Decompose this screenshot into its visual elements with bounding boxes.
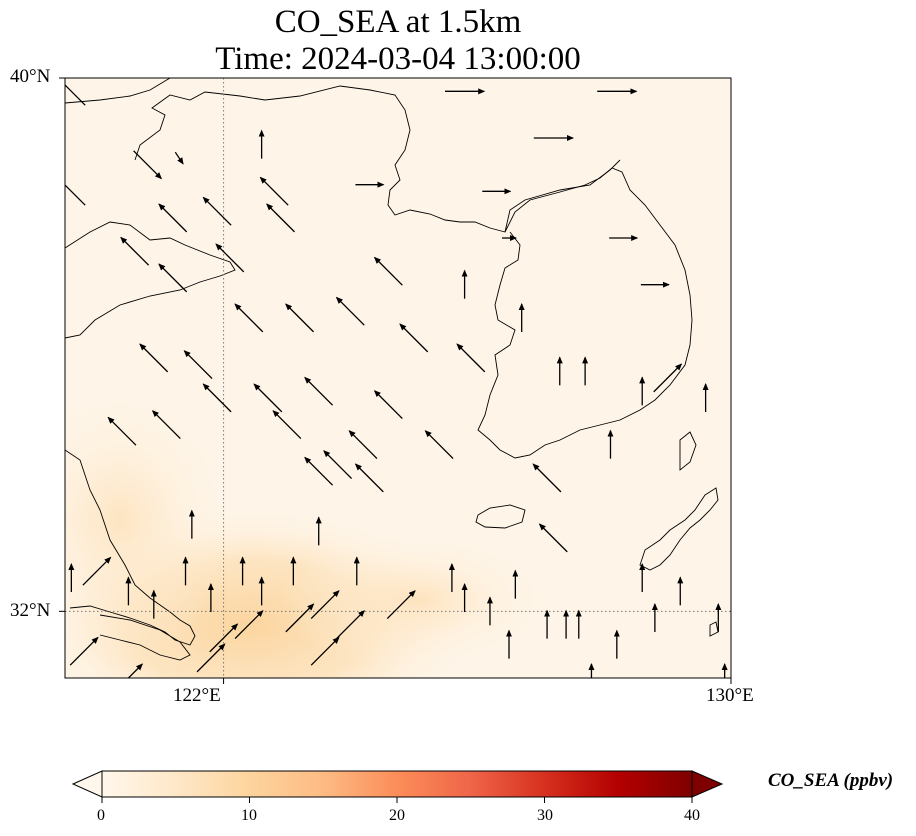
colorbar-extend-max — [691, 770, 724, 798]
coastline-jeju — [475, 504, 526, 529]
coastline-bohai-north — [65, 78, 621, 233]
coastline-jiangsu — [65, 449, 196, 661]
wind-vector-61 — [82, 556, 112, 586]
wind-vector-47 — [354, 463, 384, 493]
wind-vector-42 — [348, 430, 378, 459]
axis-ticks — [59, 77, 732, 684]
wind-vector-43 — [424, 430, 454, 459]
colorbar-tick-label-40: 40 — [684, 807, 700, 824]
wind-vector-7 — [174, 151, 184, 165]
lat-tick-label-40: 40°N — [10, 66, 51, 87]
lon-tick-label-130: 130°E — [706, 685, 754, 706]
colorbar-extend-min — [71, 770, 103, 798]
colorbar — [71, 770, 724, 803]
coastline-korea — [477, 167, 693, 459]
wind-vector-25 — [399, 323, 429, 353]
wind-vector-34 — [253, 383, 283, 413]
wind-vector-48 — [532, 463, 562, 493]
wind-vector-19 — [373, 256, 403, 286]
colorbar-label: CO_SEA (ppbv) — [768, 770, 894, 791]
lon-tick-label-122: 122°E — [173, 685, 221, 706]
wind-vector-0 — [65, 84, 86, 106]
wind-vector-24 — [335, 296, 365, 326]
colorbar-tick-label-20: 20 — [389, 807, 405, 824]
wind-vector-12 — [202, 196, 232, 226]
wind-vector-46 — [323, 450, 353, 479]
wind-vector-45 — [304, 456, 334, 486]
colorbar-tick-label-30: 30 — [537, 807, 553, 824]
coastlines — [65, 78, 719, 661]
wind-vector-18 — [158, 263, 188, 293]
wind-vector-6 — [133, 150, 163, 180]
wind-vector-84 — [127, 663, 143, 678]
wind-vector-11 — [158, 203, 188, 233]
colorbar-tick-label-0: 0 — [97, 807, 105, 824]
wind-vector-66 — [310, 590, 340, 619]
wind-vector-5 — [65, 184, 86, 206]
wind-vector-76 — [234, 610, 264, 639]
wind-vector-67 — [386, 590, 416, 619]
wind-vector-13 — [266, 203, 295, 233]
wind-vector-75 — [209, 623, 239, 653]
colorbar-ticks — [101, 797, 693, 803]
wind-vector-39 — [107, 416, 137, 446]
wind-vector-16 — [120, 236, 150, 266]
wind-vector-82 — [196, 643, 226, 673]
wind-vector-17 — [215, 243, 245, 273]
map-title: CO_SEA at 1.5km — [274, 4, 522, 40]
wind-vector-51 — [538, 523, 568, 553]
wind-vector-22 — [234, 303, 264, 333]
wind-vectors — [65, 84, 728, 678]
wind-vector-35 — [304, 376, 334, 406]
wind-vector-40 — [151, 410, 181, 439]
wind-vector-77 — [285, 603, 315, 633]
wind-vector-8 — [259, 176, 289, 206]
wind-vector-33 — [202, 383, 232, 413]
colorbar-tick-label-10: 10 — [241, 807, 257, 824]
wind-vector-83 — [310, 636, 340, 666]
gridlines — [65, 78, 731, 678]
coastline-shandong — [65, 221, 236, 339]
wind-vector-78 — [336, 610, 365, 639]
wind-vector-41 — [272, 410, 302, 439]
map-frame — [64, 77, 732, 679]
wind-vector-29 — [456, 343, 486, 373]
wind-vector-36 — [373, 390, 403, 419]
colorbar-scale — [102, 771, 692, 797]
lat-tick-label-32: 32°N — [10, 600, 51, 621]
wind-vector-32 — [653, 363, 683, 393]
wind-vector-27 — [139, 343, 169, 373]
map-subtitle-time: Time: 2024-03-04 13:00:00 — [215, 41, 581, 77]
wind-vector-81 — [69, 636, 99, 666]
map-panel — [65, 78, 731, 678]
wind-vector-23 — [285, 303, 315, 333]
wind-vector-28 — [183, 350, 213, 379]
